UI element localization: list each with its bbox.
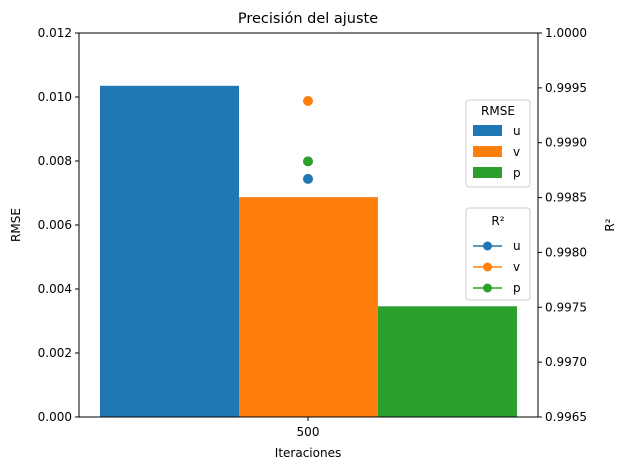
legend-rmse-swatch-v bbox=[473, 146, 502, 157]
x-tick-label: 500 bbox=[297, 425, 320, 439]
bar-p bbox=[378, 306, 517, 417]
legend-rmse: RMSE uvp bbox=[465, 99, 531, 188]
left-tick-label: 0.006 bbox=[38, 218, 72, 232]
legend-rmse-title: RMSE bbox=[481, 104, 515, 118]
legend-r2-box bbox=[465, 207, 531, 301]
bar-v bbox=[239, 197, 378, 417]
right-tick-label: 0.9965 bbox=[545, 410, 587, 424]
legend-r2-marker-p bbox=[483, 283, 492, 293]
r2-point-u bbox=[303, 173, 313, 184]
legend-r2-label-u: u bbox=[513, 239, 521, 253]
bar-u bbox=[100, 85, 239, 418]
right-tick-label: 0.9970 bbox=[545, 355, 587, 369]
legend-r2-label-v: v bbox=[513, 260, 520, 274]
legend-r2-marker-v bbox=[483, 262, 492, 272]
chart-title: Precisión del ajuste bbox=[238, 11, 378, 27]
r2-point-p bbox=[303, 156, 313, 167]
bars-group bbox=[100, 85, 517, 418]
legend-rmse-swatch-p bbox=[473, 167, 502, 178]
r2-point-v bbox=[303, 96, 313, 107]
legend-r2-title: R² bbox=[491, 214, 504, 228]
r2-points-group bbox=[303, 96, 313, 184]
left-tick-label: 0.012 bbox=[38, 26, 72, 40]
left-tick-label: 0.004 bbox=[38, 282, 72, 296]
legend-rmse-swatch-u bbox=[473, 125, 502, 136]
left-tick-label: 0.002 bbox=[38, 346, 72, 360]
left-axis: 0.000 0.002 0.004 0.006 0.008 0.010 0.012 bbox=[38, 26, 79, 424]
right-tick-label: 0.9980 bbox=[545, 245, 587, 259]
legend-r2-marker-u bbox=[483, 241, 492, 251]
left-tick-label: 0.010 bbox=[38, 90, 72, 104]
legend-r2-label-p: p bbox=[513, 281, 521, 295]
right-tick-label: 0.9995 bbox=[545, 81, 587, 95]
legend-r2: R² uvp bbox=[465, 207, 531, 301]
right-tick-label: 0.9990 bbox=[545, 136, 587, 150]
right-tick-label: 1.0000 bbox=[545, 26, 587, 40]
right-axis: 0.9965 0.9970 0.9975 0.9980 0.9985 0.9990 0.99… bbox=[538, 26, 587, 424]
legend-rmse-label-v: v bbox=[513, 145, 520, 159]
left-tick-label: 0.000 bbox=[38, 410, 72, 424]
legend-rmse-label-u: u bbox=[513, 124, 521, 138]
x-axis: 500 bbox=[297, 417, 320, 439]
y2-axis-label: R² bbox=[603, 218, 617, 231]
right-tick-label: 0.9985 bbox=[545, 191, 587, 205]
legend-rmse-box bbox=[465, 99, 531, 188]
right-tick-label: 0.9975 bbox=[545, 300, 587, 314]
y-axis-label: RMSE bbox=[9, 208, 23, 242]
left-tick-label: 0.008 bbox=[38, 154, 72, 168]
legend-rmse-label-p: p bbox=[513, 166, 521, 180]
x-axis-label: Iteraciones bbox=[275, 446, 341, 460]
